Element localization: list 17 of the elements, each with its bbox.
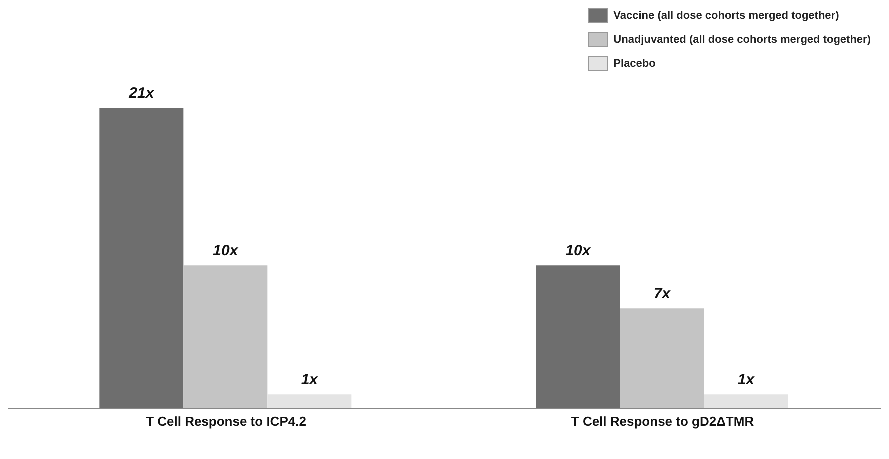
bar (268, 394, 352, 409)
legend-label: Placebo (614, 58, 656, 70)
x-tick-label: T Cell Response to ICP4.2 (146, 414, 306, 430)
data-label: 21x (128, 85, 155, 102)
data-label: 10x (566, 242, 592, 260)
x-tick-label: T Cell Response to gD2ΔTMR (571, 414, 755, 430)
bar (704, 394, 788, 409)
bar (620, 308, 704, 409)
data-label: 10x (213, 242, 239, 260)
data-label: 1x (738, 372, 756, 389)
bar (184, 266, 268, 409)
bar (100, 108, 184, 409)
legend-label: Vaccine (all dose cohorts merged together) (614, 10, 840, 22)
data-label: 7x (654, 286, 672, 303)
data-label: 1x (301, 372, 319, 389)
legend-label: Unadjuvanted (all dose cohorts merged together) (614, 34, 871, 46)
bar (536, 266, 620, 409)
